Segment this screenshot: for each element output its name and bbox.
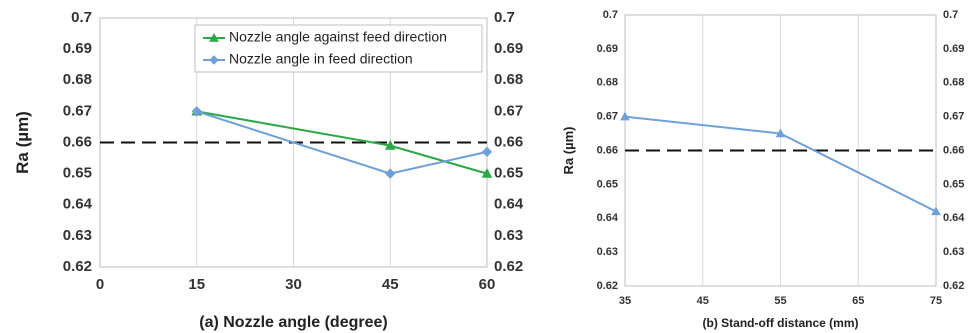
- legend-swatch-marker: [209, 32, 219, 42]
- y-tick-label-left: 0.66: [63, 133, 92, 150]
- x-tick-label: 75: [930, 295, 942, 307]
- y-tick-label-right: 0.7: [494, 9, 515, 26]
- x-tick-label: 65: [852, 295, 864, 307]
- chart-panel-a: 0.620.630.640.650.660.670.680.690.70.620…: [13, 9, 524, 331]
- y-tick-label-left: 0.66: [597, 144, 618, 156]
- data-point: [481, 168, 493, 178]
- y-tick-label-left: 0.62: [597, 280, 618, 292]
- x-tick-label: 30: [285, 276, 302, 293]
- y-tick-label-left: 0.64: [63, 196, 93, 213]
- x-tick-label: 0: [96, 276, 104, 293]
- y-tick-label-right: 0.63: [943, 246, 964, 258]
- y-tick-label-left: 0.65: [597, 178, 618, 190]
- y-tick-label-left: 0.63: [597, 246, 618, 258]
- y-tick-label-right: 0.63: [494, 227, 523, 244]
- data-point: [481, 146, 493, 158]
- x-tick-label: 60: [479, 276, 496, 293]
- y-axis-title: Ra (µm): [13, 111, 32, 174]
- y-tick-label-right: 0.68: [943, 77, 964, 89]
- x-axis-title: (b) Stand-off distance (mm): [703, 316, 859, 330]
- y-tick-label-right: 0.66: [494, 133, 523, 150]
- x-tick-label: 15: [188, 276, 205, 293]
- y-tick-label-left: 0.69: [63, 40, 92, 57]
- data-point: [191, 106, 202, 117]
- y-tick-label-right: 0.62: [494, 258, 523, 275]
- y-tick-label-right: 0.66: [943, 144, 964, 156]
- data-point: [384, 140, 396, 150]
- y-tick-label-right: 0.65: [494, 165, 523, 182]
- data-point: [620, 111, 630, 121]
- x-axis-title: (a) Nozzle angle (degree): [199, 314, 387, 331]
- y-tick-label-left: 0.67: [63, 102, 92, 119]
- y-axis-title: Ra (µm): [561, 127, 576, 175]
- y-tick-label-right: 0.64: [494, 196, 524, 213]
- y-tick-label-left: 0.69: [597, 43, 618, 55]
- y-tick-label-left: 0.67: [597, 111, 618, 123]
- x-tick-label: 55: [774, 295, 786, 307]
- data-point: [385, 168, 396, 179]
- legend-label: Nozzle angle in feed direction: [229, 51, 413, 67]
- y-tick-label-left: 0.7: [603, 9, 618, 21]
- x-tick-label: 45: [697, 295, 709, 307]
- y-tick-label-right: 0.68: [494, 71, 523, 88]
- x-tick-label: 45: [382, 276, 399, 293]
- data-point: [931, 206, 941, 216]
- y-tick-label-left: 0.62: [63, 258, 92, 275]
- legend-box: [194, 24, 483, 73]
- y-tick-label-right: 0.64: [943, 212, 965, 224]
- y-tick-label-right: 0.69: [494, 40, 523, 57]
- legend: Nozzle angle against feed direction Nozzl…: [194, 24, 483, 73]
- legend-swatch-marker: [209, 55, 219, 65]
- x-tick-label: 35: [619, 295, 631, 307]
- y-tick-label-right: 0.62: [943, 280, 964, 292]
- chart-panel-b: 0.62 0.63 0.64 0.65 0.66 0.67 0.68 0.69 0.7 0.62 0…: [561, 9, 965, 330]
- y-tick-label-right: 0.67: [494, 102, 523, 119]
- y-tick-label-left: 0.68: [597, 77, 618, 89]
- legend-label: Nozzle angle against feed direction: [229, 29, 447, 45]
- y-tick-label-left: 0.64: [597, 212, 619, 224]
- y-tick-label-left: 0.68: [63, 71, 92, 88]
- data-point: [775, 128, 786, 138]
- y-tick-label-right: 0.69: [943, 43, 964, 55]
- y-tick-label-right: 0.65: [943, 178, 964, 190]
- y-tick-label-left: 0.65: [63, 165, 92, 182]
- y-tick-label-right: 0.7: [943, 9, 958, 21]
- y-tick-label-left: 0.63: [63, 227, 92, 244]
- y-tick-label-left: 0.7: [71, 9, 92, 26]
- y-tick-label-right: 0.67: [943, 111, 964, 123]
